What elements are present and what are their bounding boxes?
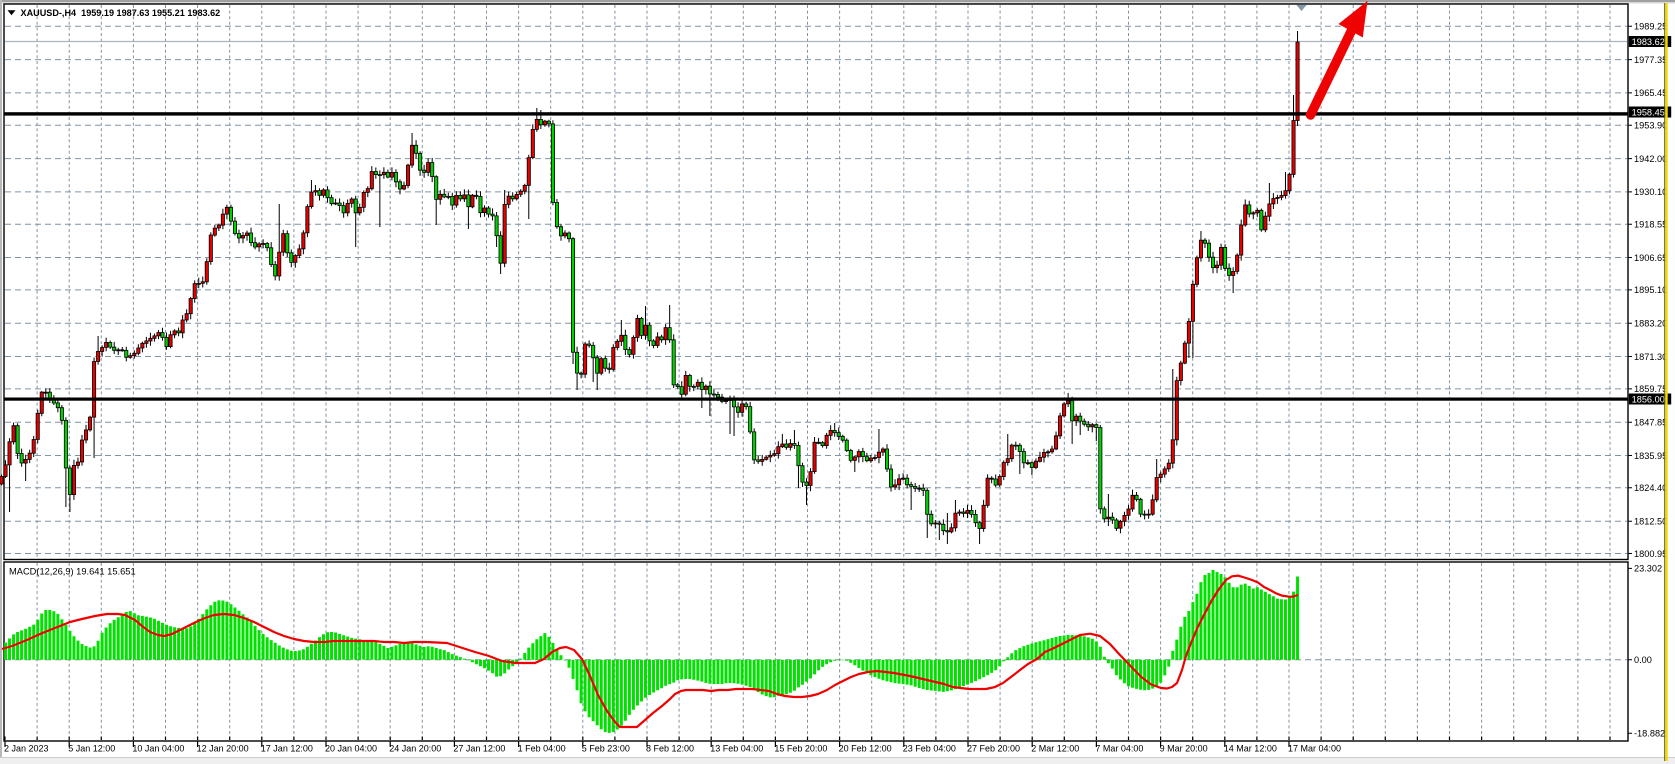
svg-text:9 Mar 20:00: 9 Mar 20:00 [1160, 743, 1208, 753]
svg-text:13 Feb 04:00: 13 Feb 04:00 [710, 743, 763, 753]
svg-text:1942.00: 1942.00 [1634, 154, 1667, 164]
svg-text:1800.95: 1800.95 [1634, 549, 1667, 559]
svg-text:2 Jan 2023: 2 Jan 2023 [4, 743, 49, 753]
svg-text:1953.90: 1953.90 [1634, 121, 1667, 131]
svg-text:1965.45: 1965.45 [1634, 88, 1667, 98]
svg-text:15 Feb 20:00: 15 Feb 20:00 [774, 743, 827, 753]
svg-text:12 Jan 20:00: 12 Jan 20:00 [197, 743, 249, 753]
svg-text:1824.40: 1824.40 [1634, 483, 1667, 493]
svg-text:1856.00: 1856.00 [1632, 394, 1665, 404]
svg-text:10 Jan 04:00: 10 Jan 04:00 [132, 743, 184, 753]
svg-text:27 Feb 20:00: 27 Feb 20:00 [967, 743, 1020, 753]
svg-text:5 Jan 12:00: 5 Jan 12:00 [68, 743, 115, 753]
svg-text:0.00: 0.00 [1634, 655, 1652, 665]
svg-text:17 Jan 12:00: 17 Jan 12:00 [261, 743, 313, 753]
svg-text:23 Feb 04:00: 23 Feb 04:00 [903, 743, 956, 753]
svg-text:2 Mar 12:00: 2 Mar 12:00 [1031, 743, 1079, 753]
svg-text:27 Jan 12:00: 27 Jan 12:00 [453, 743, 505, 753]
svg-text:20 Jan 04:00: 20 Jan 04:00 [325, 743, 377, 753]
svg-text:1859.75: 1859.75 [1634, 384, 1667, 394]
svg-text:8 Feb 12:00: 8 Feb 12:00 [646, 743, 694, 753]
svg-text:MACD(12,26,9) 19.641 15.651: MACD(12,26,9) 19.641 15.651 [9, 566, 136, 576]
svg-text:20 Feb 12:00: 20 Feb 12:00 [839, 743, 892, 753]
svg-text:24 Jan 20:00: 24 Jan 20:00 [389, 743, 441, 753]
svg-text:-18.882: -18.882 [1634, 729, 1665, 739]
svg-text:1835.95: 1835.95 [1634, 451, 1667, 461]
svg-text:14 Mar 12:00: 14 Mar 12:00 [1224, 743, 1277, 753]
svg-text:1847.85: 1847.85 [1634, 418, 1667, 428]
svg-text:XAUUSD-,H4 1959.19 1987.63 19: XAUUSD-,H4 1959.19 1987.63 1955.21 1983.… [21, 8, 221, 18]
svg-text:1871.30: 1871.30 [1634, 352, 1667, 362]
svg-text:1983.62: 1983.62 [1632, 37, 1665, 47]
svg-text:1895.10: 1895.10 [1634, 285, 1667, 295]
svg-text:7 Mar 04:00: 7 Mar 04:00 [1095, 743, 1143, 753]
svg-text:1906.65: 1906.65 [1634, 253, 1667, 263]
svg-text:1930.10: 1930.10 [1634, 187, 1667, 197]
svg-text:23.302: 23.302 [1634, 564, 1662, 574]
svg-text:1812.50: 1812.50 [1634, 517, 1667, 527]
svg-text:1958.45: 1958.45 [1632, 107, 1665, 117]
svg-text:5 Feb 23:00: 5 Feb 23:00 [582, 743, 630, 753]
svg-text:1 Feb 04:00: 1 Feb 04:00 [518, 743, 566, 753]
svg-text:1977.35: 1977.35 [1634, 55, 1667, 65]
svg-text:17 Mar 04:00: 17 Mar 04:00 [1288, 743, 1341, 753]
svg-text:1989.25: 1989.25 [1634, 22, 1667, 32]
svg-text:1883.20: 1883.20 [1634, 319, 1667, 329]
svg-text:1918.55: 1918.55 [1634, 220, 1667, 230]
